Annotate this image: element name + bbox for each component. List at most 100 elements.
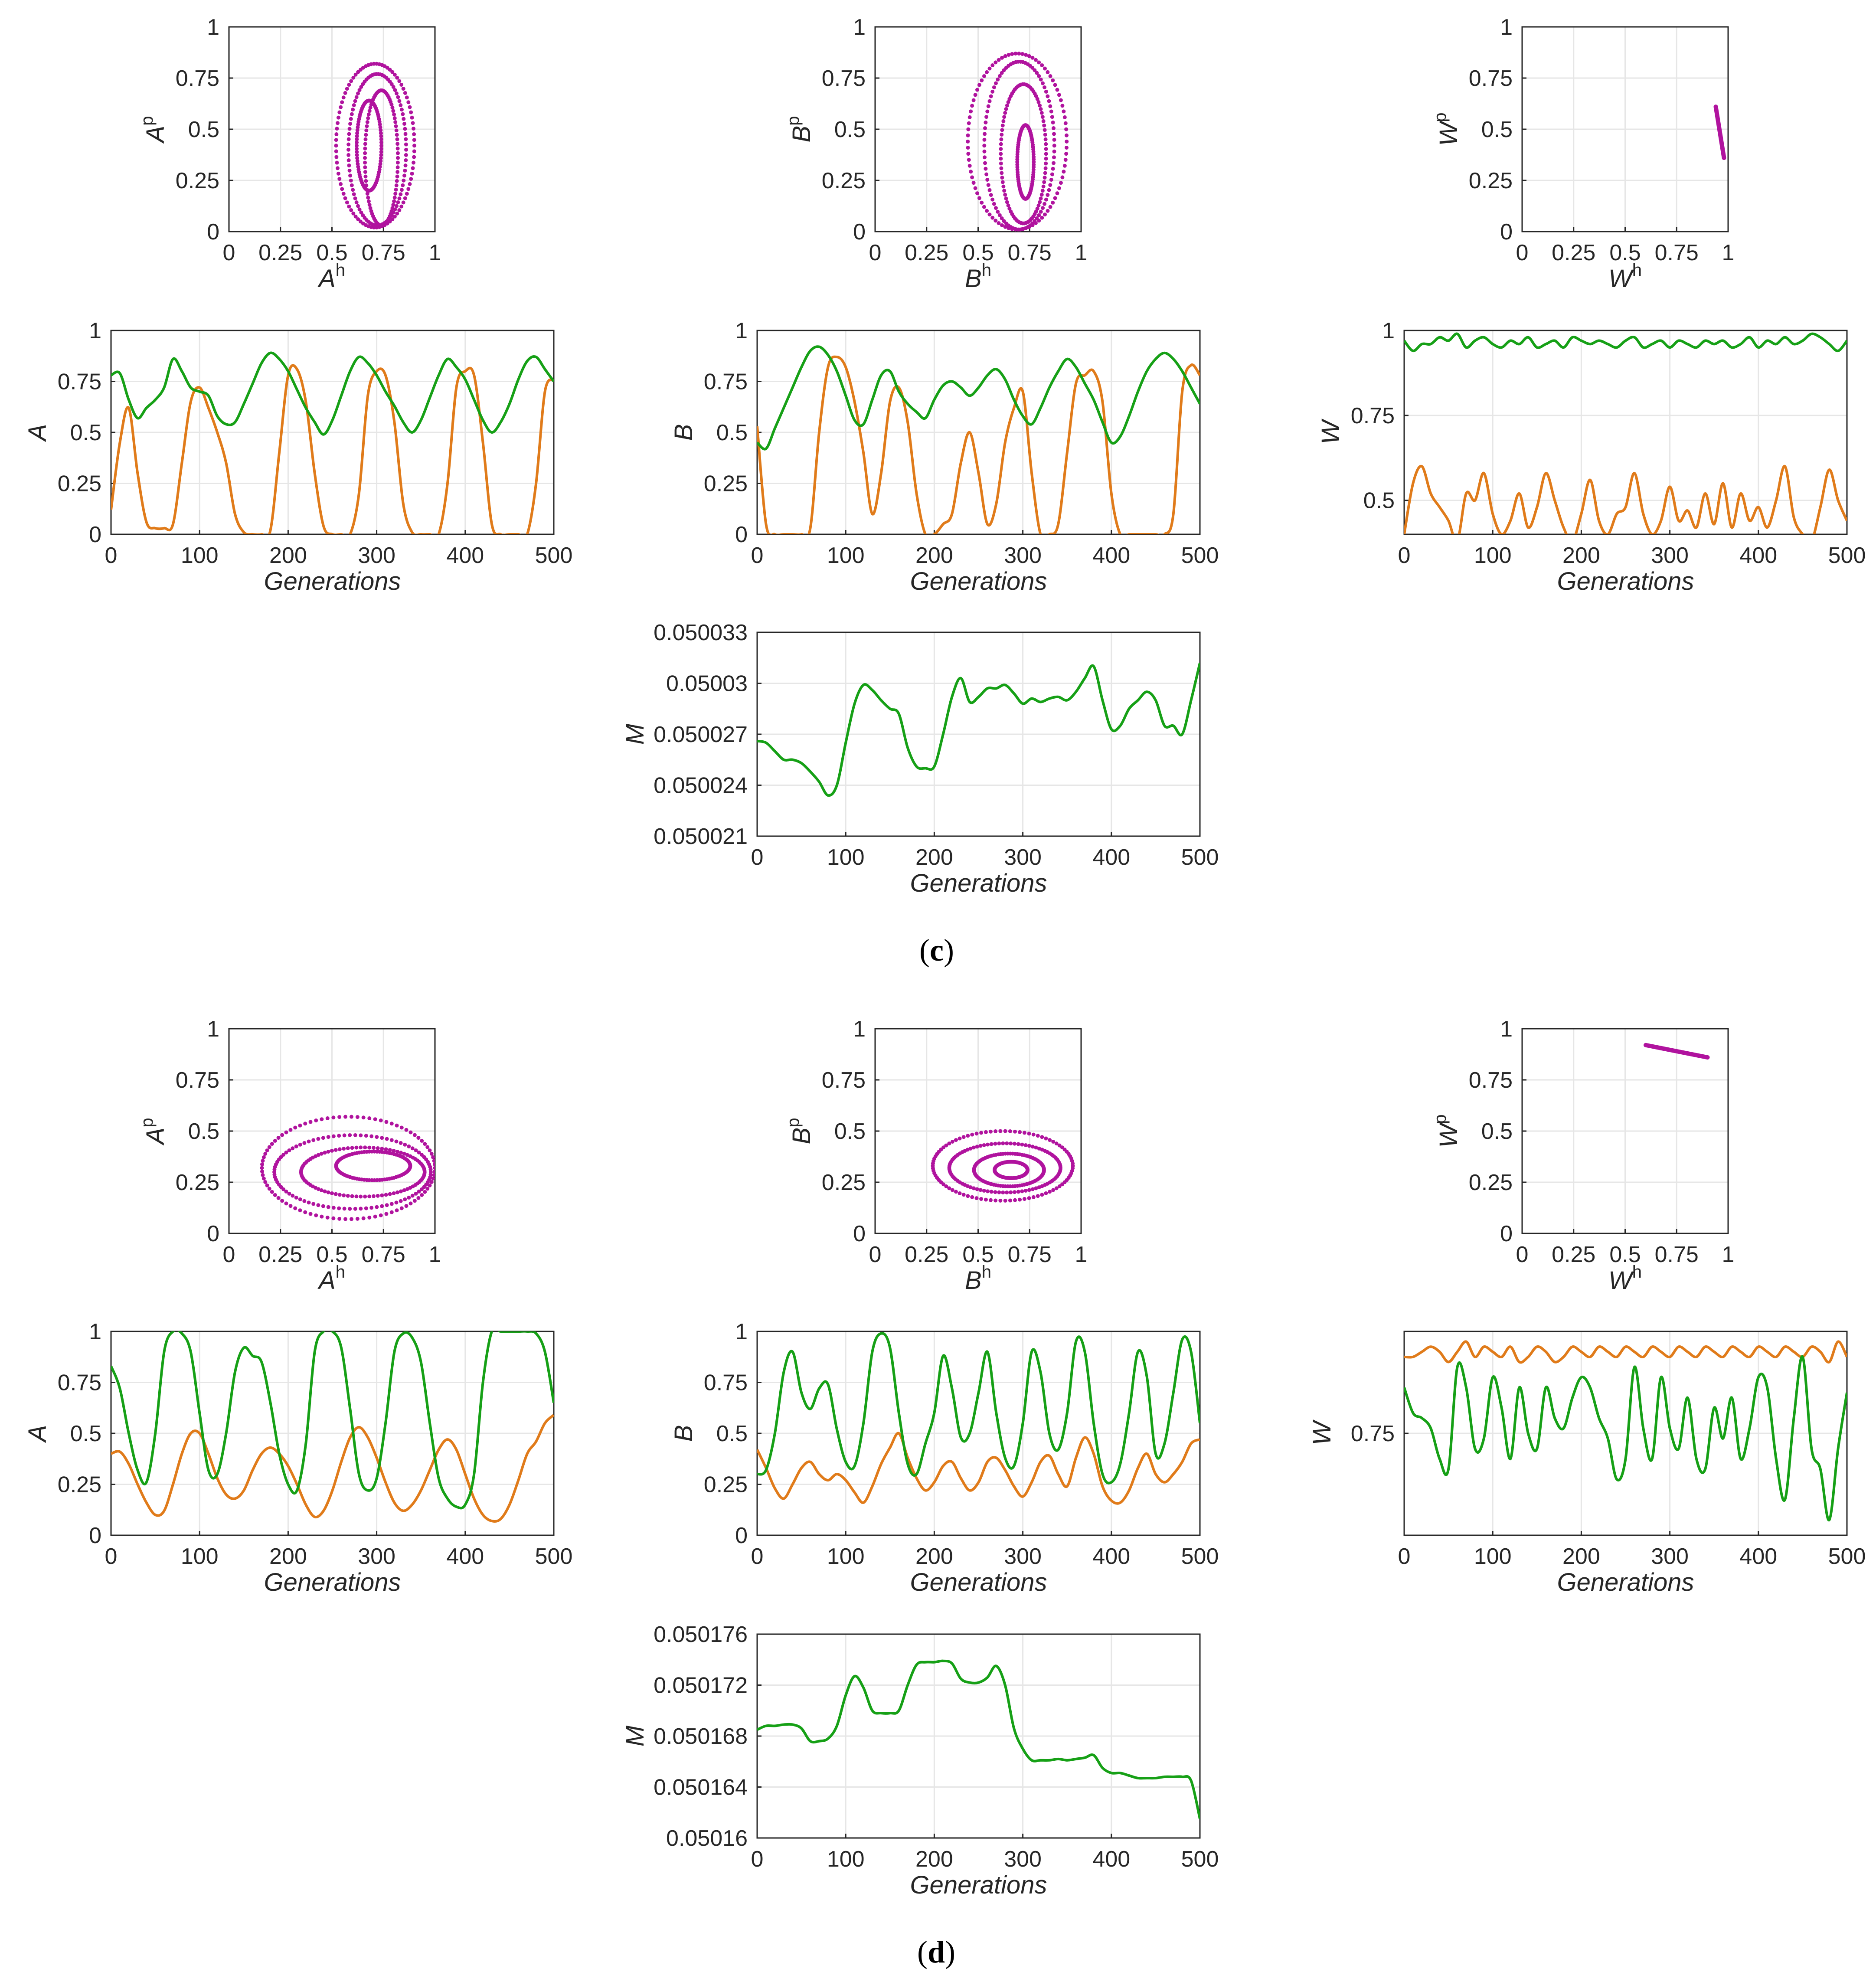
phase-point <box>395 211 399 216</box>
phase-point <box>351 188 355 192</box>
parasite-series-line <box>111 1331 554 1510</box>
phase-point <box>397 196 402 200</box>
x-axis-label: Generations <box>910 1871 1047 1899</box>
phase-point <box>1005 1190 1009 1195</box>
phase-point <box>1031 1132 1036 1137</box>
phase-point <box>390 105 395 110</box>
phase-point <box>982 205 986 209</box>
phase-point <box>973 93 977 97</box>
y-tick-label: 1 <box>853 1017 866 1042</box>
phase-point <box>1051 167 1055 171</box>
phase-point <box>302 1141 307 1145</box>
plot-area <box>931 1129 1075 1203</box>
x-axis-label-text: Generations <box>910 1568 1047 1596</box>
y-tick-label: 0.050164 <box>654 1775 748 1800</box>
y-tick-label: 1 <box>853 15 866 40</box>
phase-point <box>395 1123 399 1128</box>
phase-point <box>331 1206 336 1210</box>
phase-point <box>395 137 399 141</box>
phase-point <box>1043 202 1047 206</box>
phase-point <box>972 1186 976 1190</box>
phase-point <box>1062 164 1067 168</box>
phase-point <box>399 192 403 196</box>
phase-point <box>985 209 989 213</box>
phase-point <box>1031 1195 1036 1199</box>
y-tick-label: 0.25 <box>58 1472 101 1498</box>
phase-point <box>339 182 343 186</box>
x-tick-label: 500 <box>1181 845 1219 870</box>
phase-point <box>363 1194 367 1199</box>
phase-point <box>961 1193 966 1197</box>
x-tick-label: 0 <box>105 1544 118 1569</box>
host-series-line <box>1404 464 1847 534</box>
x-tick-label: 300 <box>1651 543 1689 568</box>
y-axis-label: B <box>670 1425 698 1442</box>
plot-area <box>260 1115 435 1221</box>
phase-point <box>342 1147 346 1151</box>
phase-point <box>363 156 367 160</box>
x-tick-label: 0.5 <box>316 1242 347 1267</box>
phase-point <box>343 1217 348 1221</box>
phase-point <box>394 91 399 95</box>
phase-point <box>966 139 970 144</box>
phase-point <box>368 105 373 110</box>
phase-point <box>1049 109 1053 114</box>
y-axis-label-text: W <box>1308 1419 1336 1445</box>
phase-point <box>323 1189 327 1194</box>
phase-point <box>405 1153 409 1157</box>
phase-point <box>1000 176 1004 180</box>
x-axis-label: Generations <box>910 1568 1047 1596</box>
phase-point <box>263 1151 268 1156</box>
phase-point <box>1003 193 1007 197</box>
x-axis-label-text: Ah <box>317 1262 345 1295</box>
x-tick-label: 0 <box>1516 240 1529 265</box>
phase-point <box>261 1159 265 1163</box>
phase-point <box>392 112 396 117</box>
phase-point <box>347 82 351 87</box>
x-axis-label: Bh <box>965 1262 991 1295</box>
caption-c: (c) <box>919 933 954 968</box>
x-tick-label: 100 <box>1474 1544 1512 1569</box>
plot-area <box>1404 332 1847 534</box>
y-axis-label-text: Wp <box>1431 113 1463 146</box>
phase-point <box>1047 99 1051 103</box>
phase-point <box>1043 137 1048 141</box>
x-tick-label: 200 <box>269 1544 307 1569</box>
x-axis-label: Generations <box>1557 1568 1694 1596</box>
x-tick-label: 100 <box>827 1544 865 1569</box>
phase-point <box>982 1188 986 1193</box>
axes-box <box>1403 330 1848 535</box>
phase-point <box>1048 1190 1052 1194</box>
phase-point <box>967 164 972 168</box>
phase-point <box>340 100 344 105</box>
x-tick-label: 100 <box>827 543 865 568</box>
phase-point <box>395 170 400 174</box>
phase-point <box>1043 85 1047 89</box>
phase-point <box>988 1198 993 1202</box>
x-tick-label: 0.75 <box>1008 240 1052 265</box>
phase-point <box>392 199 396 203</box>
phase-point <box>401 200 405 205</box>
phase-point <box>384 1147 388 1151</box>
phase-point <box>410 1146 415 1151</box>
phase-point <box>997 213 1002 217</box>
phase-point <box>425 1145 430 1149</box>
phase-point <box>394 1139 399 1144</box>
x-axis-label-text: Generations <box>910 1871 1047 1899</box>
phase-point <box>384 1120 389 1124</box>
phase-point <box>974 1131 979 1136</box>
phase-point <box>1057 186 1061 190</box>
phase-point <box>355 156 360 160</box>
phase-point <box>364 133 368 137</box>
phase-point <box>391 85 395 89</box>
x-tick-label: 0 <box>751 1847 764 1872</box>
phase-point <box>1018 1130 1022 1134</box>
phase-point <box>414 1148 418 1152</box>
phase-point <box>1001 1190 1005 1195</box>
phase-point <box>1046 209 1050 213</box>
chart-d-ts-M: 0 100 200 300 400 500 0.05016 0.050164 0.050168 0… <box>621 1622 1219 1899</box>
phase-point <box>1044 1191 1048 1195</box>
phase-point <box>350 112 354 116</box>
phase-point <box>999 152 1003 156</box>
phase-point <box>975 191 980 196</box>
